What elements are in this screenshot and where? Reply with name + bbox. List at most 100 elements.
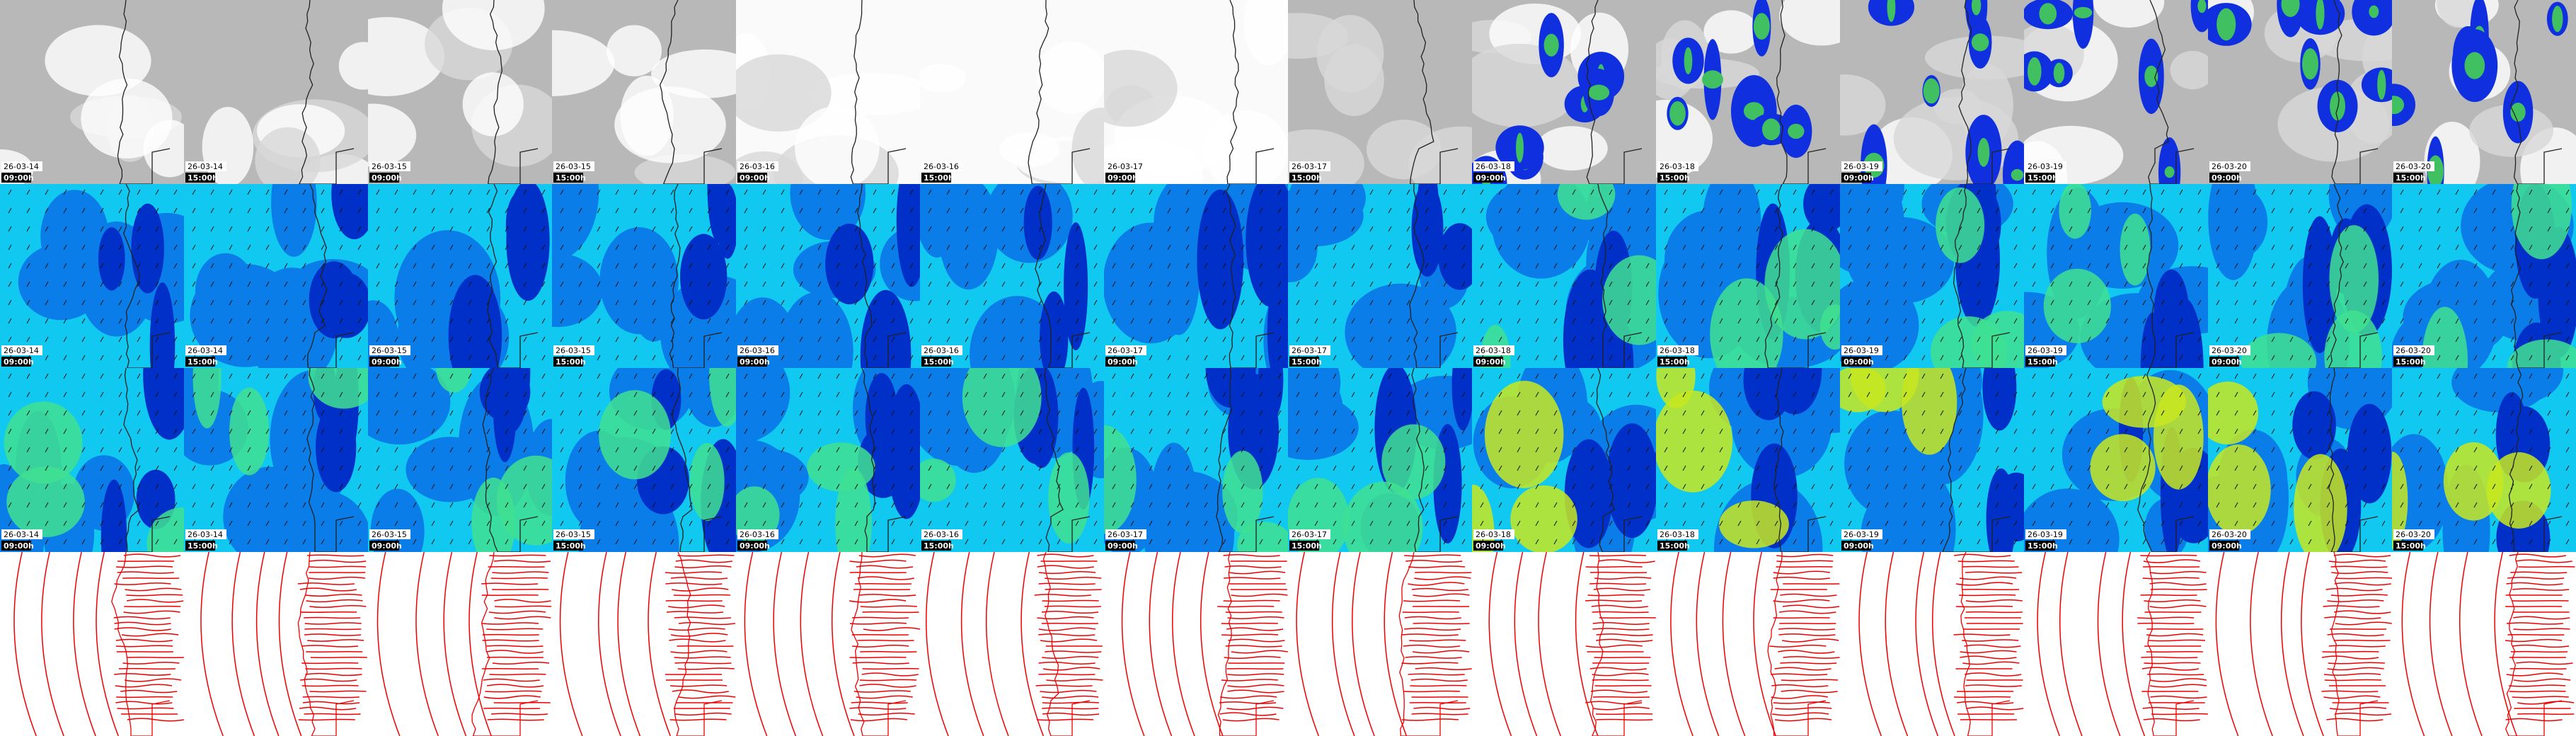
wind-arrow [137, 355, 141, 361]
wind-arrow [118, 410, 122, 416]
wind-arrow [413, 391, 417, 398]
wind-arrow [1020, 410, 1024, 416]
isobar [494, 616, 551, 620]
wind-arrow [431, 263, 435, 269]
wind-arrow [1001, 391, 1006, 398]
wind-arrow [2418, 281, 2422, 287]
wind-arrow [1848, 281, 1852, 287]
frame-date: 26-03-19 [1844, 346, 1879, 355]
wind-arrow [1737, 410, 1742, 416]
wind-arrow [1682, 226, 1686, 232]
wind-arrow [1075, 207, 1079, 214]
wind-arrow [1333, 355, 1337, 361]
wind-arrow [2547, 226, 2551, 232]
wind-arrow [1517, 447, 1521, 453]
wind-arrow [1645, 502, 1650, 508]
wind-arrow [597, 281, 601, 287]
wind-arrow [1645, 299, 1650, 306]
wind-arrow [578, 299, 582, 306]
wind-arrow [2253, 189, 2257, 195]
wind-arrow [1866, 318, 1870, 324]
wind-arrow [449, 373, 454, 379]
wind-arrow [394, 428, 398, 435]
wind-arrow [1222, 373, 1226, 379]
time-box [1473, 541, 1503, 551]
wind-arrow [523, 336, 527, 343]
wind-arrow [468, 336, 472, 343]
wind-arrow [541, 226, 546, 232]
wind-arrow [81, 465, 86, 471]
wind-arrow [1130, 281, 1134, 287]
wind-arrow [2253, 391, 2257, 398]
date-box [2025, 529, 2066, 539]
wind-arrow [2529, 281, 2533, 287]
wind-arrow [707, 465, 711, 471]
wind-arrow [1719, 502, 1723, 508]
wind-arrow [1609, 520, 1613, 527]
wind-arrow [2216, 465, 2220, 471]
isobar [1962, 639, 2019, 642]
time-box [1841, 357, 1871, 367]
wind-arrow [1829, 281, 1834, 287]
wind-arrow [1277, 244, 1282, 251]
wind-arrow [137, 189, 141, 195]
wind-arrow [1645, 189, 1650, 195]
isobar [1776, 560, 1834, 563]
wind-arrow [1682, 465, 1686, 471]
wind-arrow [284, 336, 288, 343]
wind-arrow [1038, 502, 1042, 508]
wind-arrow [2455, 391, 2459, 398]
isobar [309, 559, 367, 563]
wind-arrow [615, 355, 619, 361]
wind-arrow [762, 502, 766, 508]
wind-arrow [2179, 520, 2183, 527]
wind-arrow [1296, 226, 1300, 232]
wind-arrow [2363, 263, 2367, 269]
wind-arrow [909, 189, 914, 195]
field-patch [606, 25, 662, 76]
isobar [2321, 655, 2379, 660]
wind-arrow [633, 373, 638, 379]
isobar [494, 599, 551, 603]
field-patch [1840, 368, 1886, 413]
wind-arrow [1885, 483, 1889, 490]
wind-arrow [2234, 281, 2238, 287]
field-patch [1258, 368, 1284, 422]
wind-arrow [1222, 244, 1226, 251]
field-patch [1887, 0, 1896, 23]
wind-arrow [2032, 373, 2036, 379]
isobar [1415, 571, 1472, 574]
wind-arrow [1572, 520, 1576, 527]
wind-arrow [1590, 299, 1594, 306]
wind-arrow [1517, 281, 1521, 287]
wind-arrow [1829, 226, 1834, 232]
wind-arrow [210, 520, 214, 527]
wind-arrow [357, 502, 362, 508]
wind-arrow [1977, 539, 1981, 545]
wind-arrow [523, 483, 527, 490]
wind-arrow [2289, 318, 2294, 324]
wind-arrow [2050, 299, 2054, 306]
wind-arrow [633, 465, 638, 471]
wind-arrow [2087, 373, 2091, 379]
coastline [307, 184, 355, 368]
wind-arrow [873, 355, 877, 361]
field-patch [131, 203, 164, 294]
wind-arrow [541, 447, 546, 453]
wind-arrow [1627, 355, 1631, 361]
wind-arrow [799, 355, 803, 361]
wind-arrow [799, 465, 803, 471]
wind-arrow [2087, 299, 2091, 306]
frame-date: 26-03-15 [372, 162, 407, 171]
isobar [115, 638, 173, 643]
wind-arrow [1553, 207, 1558, 214]
wind-arrow [781, 226, 785, 232]
wind-arrow [1351, 318, 1355, 324]
isobar [2327, 667, 2384, 671]
wind-arrow [1517, 336, 1521, 343]
wind-arrow [799, 281, 803, 287]
wind-arrow [1277, 355, 1282, 361]
